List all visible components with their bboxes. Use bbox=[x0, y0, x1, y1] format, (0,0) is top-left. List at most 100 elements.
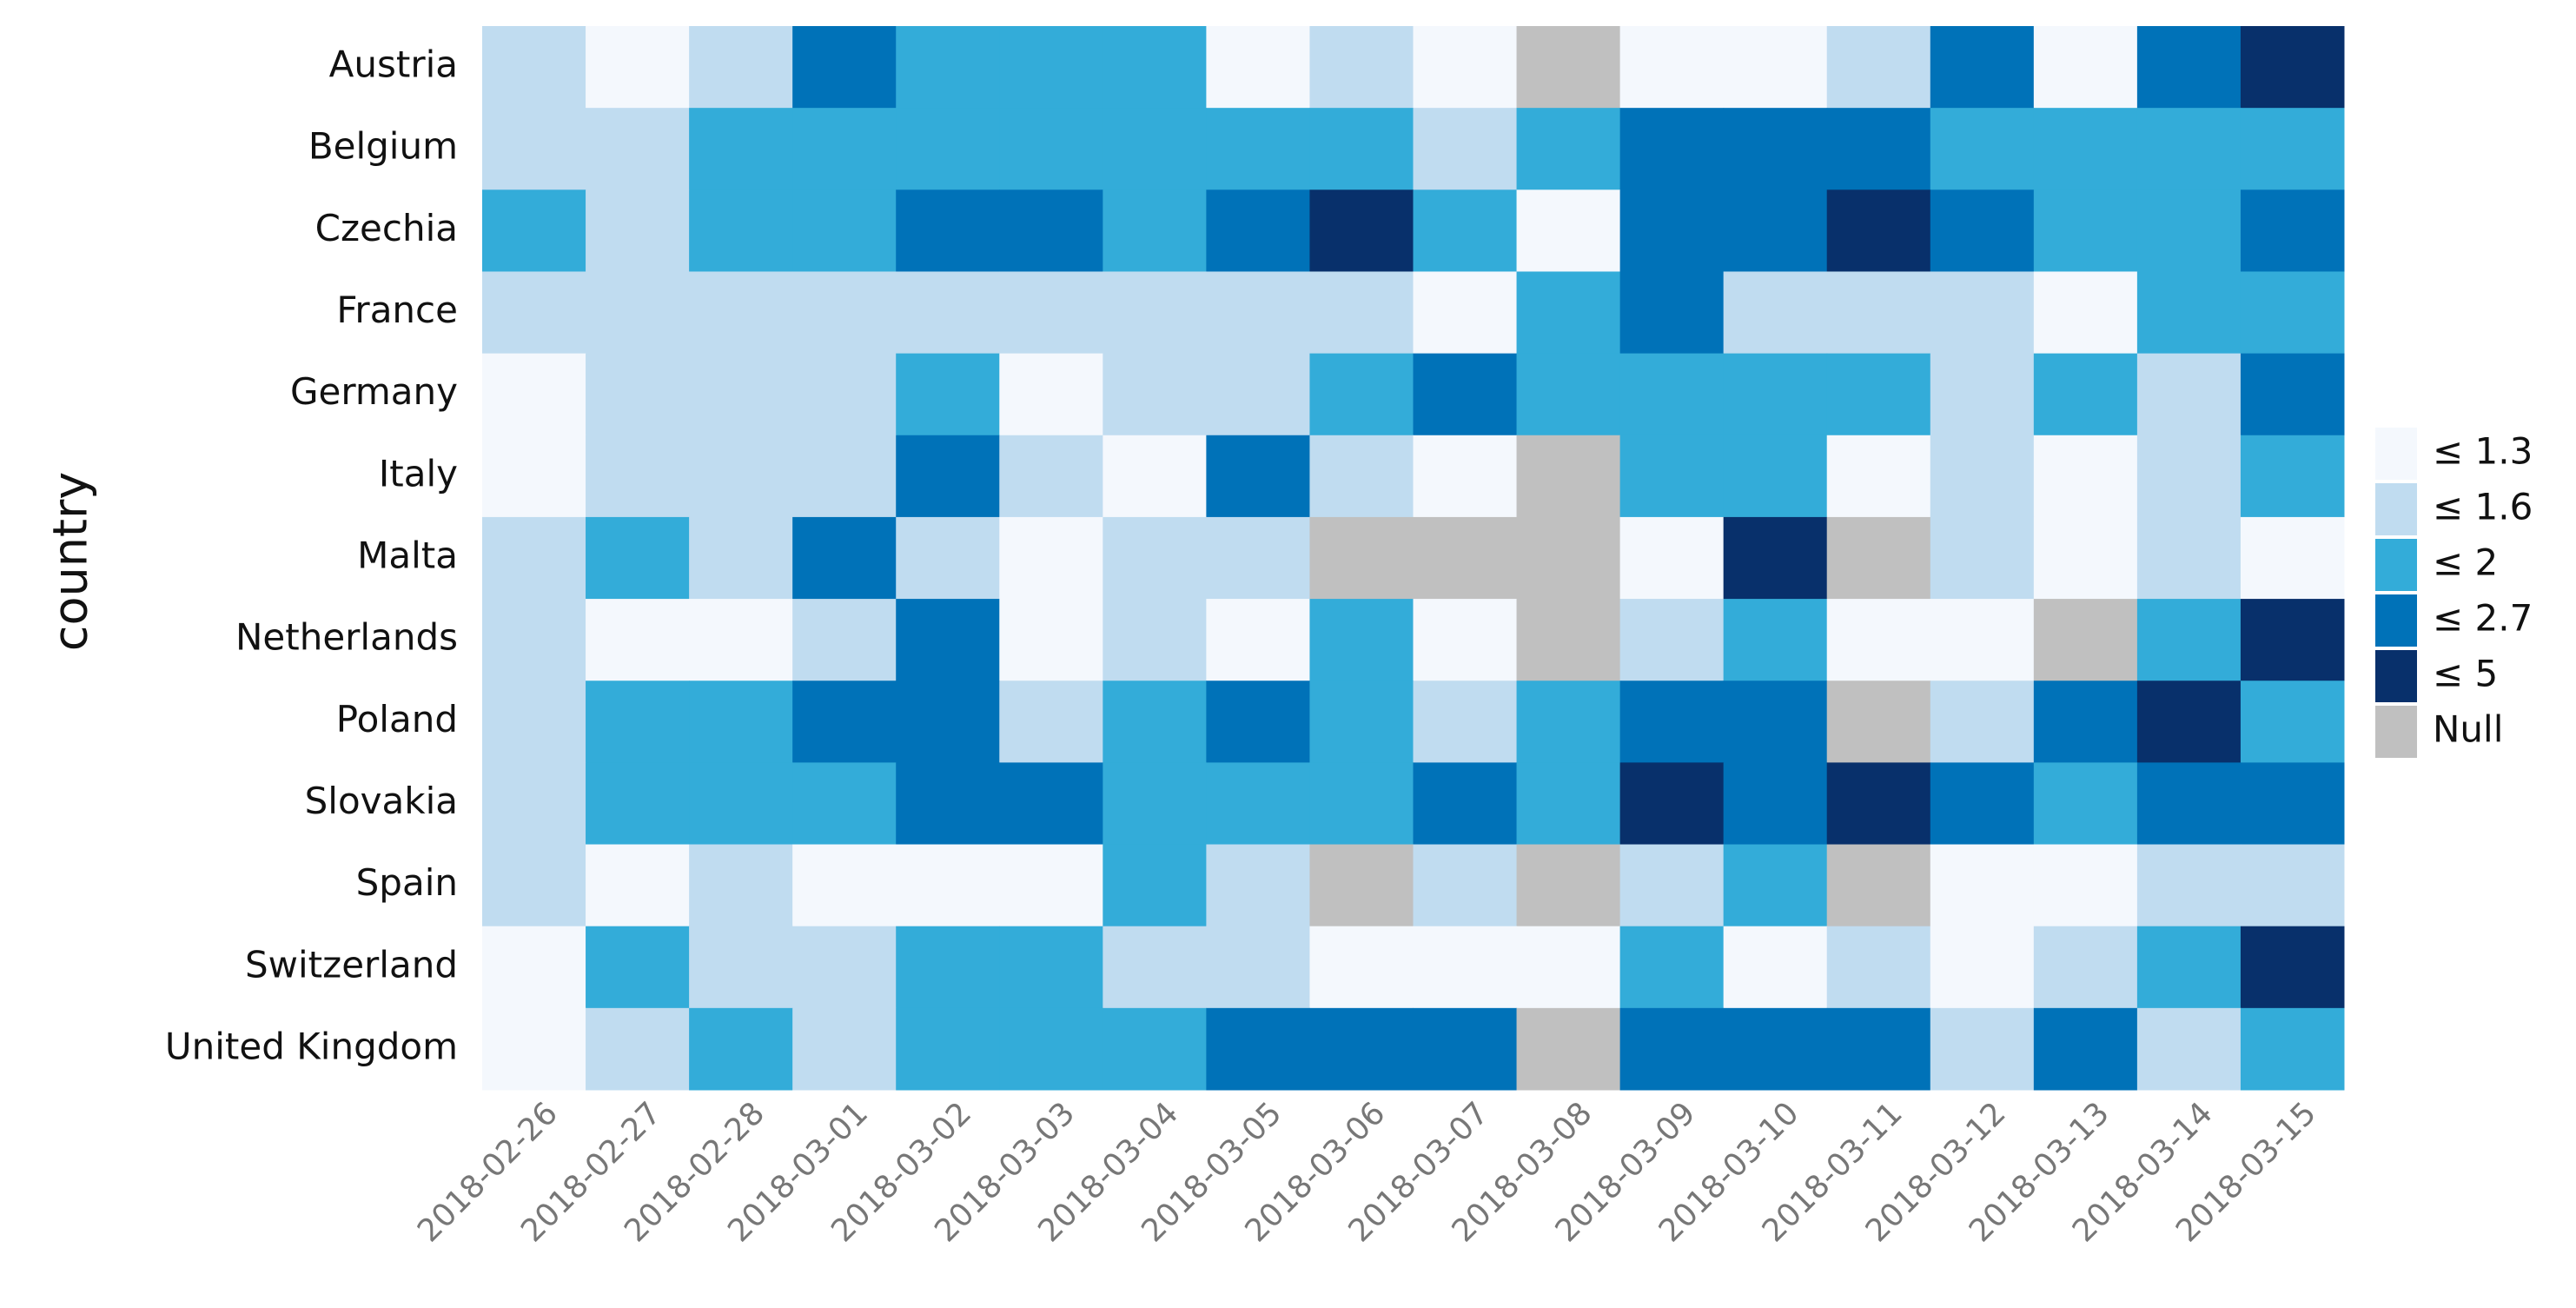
heatmap-cell bbox=[1930, 108, 2035, 190]
heatmap-cell bbox=[586, 516, 690, 600]
heatmap-cell bbox=[1619, 762, 1725, 846]
heatmap-cell bbox=[1309, 435, 1414, 518]
heatmap-cell bbox=[792, 599, 897, 681]
heatmap-cell bbox=[1516, 108, 1621, 190]
heatmap-cell bbox=[1930, 26, 2035, 109]
heatmap-cell bbox=[2136, 844, 2242, 927]
heatmap-cell bbox=[2136, 271, 2242, 355]
heatmap-cell bbox=[1826, 271, 1931, 355]
heatmap-cell bbox=[1413, 681, 1518, 763]
heatmap-cell bbox=[482, 844, 586, 927]
heatmap-cell bbox=[2240, 762, 2345, 846]
heatmap-cell bbox=[999, 1007, 1103, 1091]
heatmap-cell bbox=[792, 762, 897, 846]
heatmap-cell bbox=[482, 516, 586, 600]
heatmap-cell bbox=[2136, 1007, 2242, 1091]
heatmap-cell bbox=[586, 108, 690, 190]
heatmap-cell bbox=[1206, 599, 1310, 681]
heatmap-cell bbox=[999, 599, 1103, 681]
heatmap-cell bbox=[896, 189, 1000, 272]
heatmap-cell bbox=[689, 271, 793, 355]
row-label: Malta bbox=[357, 534, 458, 577]
heatmap-cell bbox=[2033, 844, 2138, 927]
heatmap-cell bbox=[896, 516, 1000, 600]
heatmap-cell bbox=[1309, 926, 1414, 1009]
heatmap-cell bbox=[999, 189, 1103, 272]
heatmap-cell bbox=[1103, 26, 1207, 109]
heatmap-cell bbox=[1723, 26, 1828, 109]
heatmap-cell bbox=[1206, 681, 1310, 763]
heatmap-cell bbox=[1103, 844, 1207, 927]
heatmap-cell bbox=[792, 516, 897, 600]
heatmap-cell bbox=[896, 599, 1000, 681]
heatmap-cell bbox=[2136, 435, 2242, 518]
heatmap-cell bbox=[1723, 435, 1828, 518]
heatmap-cell bbox=[999, 26, 1103, 109]
heatmap-cell bbox=[482, 189, 586, 272]
row-label: Germany bbox=[290, 370, 458, 413]
heatmap-cell bbox=[2136, 762, 2242, 846]
heatmap-cell bbox=[586, 435, 690, 518]
heatmap-cell bbox=[586, 844, 690, 927]
heatmap-cell bbox=[1619, 189, 1725, 272]
heatmap-cell bbox=[586, 26, 690, 109]
heatmap-cell bbox=[689, 108, 793, 190]
heatmap-cell bbox=[1309, 844, 1414, 927]
heatmap-cell bbox=[1206, 271, 1310, 355]
heatmap-cell bbox=[1723, 271, 1828, 355]
heatmap-cell bbox=[896, 844, 1000, 927]
heatmap-cell bbox=[1930, 844, 2035, 927]
heatmap-cell bbox=[1103, 516, 1207, 600]
heatmap-cell bbox=[1309, 681, 1414, 763]
heatmap-cell bbox=[586, 762, 690, 846]
heatmap-cell bbox=[792, 435, 897, 518]
heatmap-cell bbox=[1103, 108, 1207, 190]
heatmap-cell bbox=[1826, 926, 1931, 1009]
heatmap-cell bbox=[1103, 353, 1207, 436]
heatmap-cell bbox=[2136, 516, 2242, 600]
heatmap-cell bbox=[999, 353, 1103, 436]
heatmap-cell bbox=[586, 599, 690, 681]
heatmap-cell bbox=[1206, 762, 1310, 846]
heatmap-cell bbox=[1516, 26, 1621, 109]
heatmap-cell bbox=[1826, 1007, 1931, 1091]
legend-label: Null bbox=[2433, 708, 2503, 751]
heatmap-cell bbox=[792, 189, 897, 272]
heatmap-cell bbox=[999, 926, 1103, 1009]
heatmap-cell bbox=[2240, 516, 2345, 600]
heatmap-cell bbox=[1619, 435, 1725, 518]
heatmap-cell bbox=[1206, 26, 1310, 109]
heatmap-cell bbox=[1309, 108, 1414, 190]
heatmap-cell bbox=[2033, 516, 2138, 600]
heatmap-cell bbox=[689, 516, 793, 600]
heatmap-cell bbox=[1206, 353, 1310, 436]
heatmap-cell bbox=[1516, 435, 1621, 518]
row-label: Austria bbox=[329, 43, 458, 86]
heatmap-cell bbox=[1619, 1007, 1725, 1091]
legend-swatch bbox=[2375, 428, 2417, 480]
heatmap-cell bbox=[482, 271, 586, 355]
heatmap-cell bbox=[1413, 353, 1518, 436]
heatmap-cell bbox=[1103, 681, 1207, 763]
heatmap-cell bbox=[1930, 353, 2035, 436]
heatmap-cell bbox=[1619, 26, 1725, 109]
heatmap-cell bbox=[1103, 926, 1207, 1009]
heatmap-cell bbox=[1413, 516, 1518, 600]
heatmap-cell bbox=[586, 189, 690, 272]
heatmap-cell bbox=[1413, 271, 1518, 355]
heatmap-cell bbox=[2240, 271, 2345, 355]
heatmap-cell bbox=[1930, 762, 2035, 846]
heatmap-cell bbox=[792, 108, 897, 190]
heatmap-cell bbox=[482, 26, 586, 109]
heatmap-cell bbox=[999, 108, 1103, 190]
heatmap-cell bbox=[1930, 599, 2035, 681]
row-label: Italy bbox=[379, 452, 458, 495]
heatmap-cell bbox=[2033, 271, 2138, 355]
row-label: Spain bbox=[356, 861, 458, 904]
heatmap-cell bbox=[1826, 681, 1931, 763]
heatmap-cell bbox=[1516, 516, 1621, 600]
heatmap-cell bbox=[689, 1007, 793, 1091]
heatmap-cell bbox=[896, 26, 1000, 109]
heatmap-cell bbox=[2240, 189, 2345, 272]
heatmap-cell bbox=[1619, 844, 1725, 927]
